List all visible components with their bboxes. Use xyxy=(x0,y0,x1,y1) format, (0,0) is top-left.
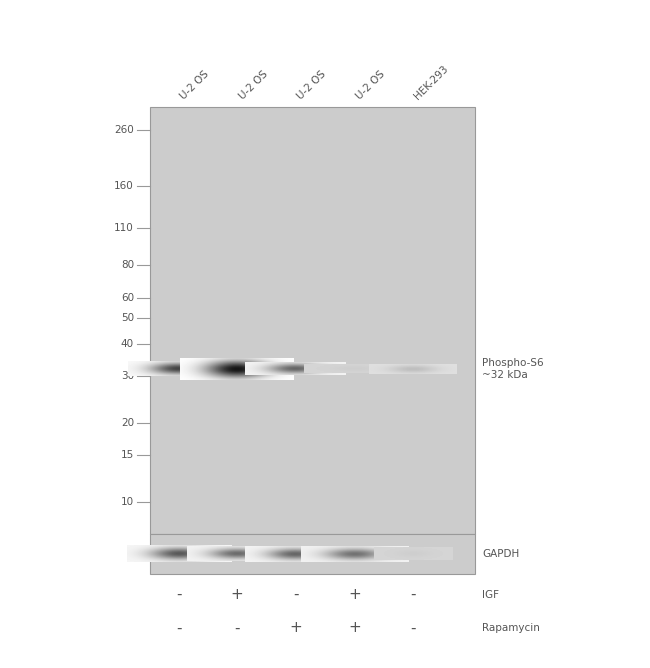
Text: -: - xyxy=(293,587,298,602)
Text: 80: 80 xyxy=(121,260,134,270)
Text: U-2 OS: U-2 OS xyxy=(354,69,387,102)
Text: +: + xyxy=(348,621,361,635)
Text: -: - xyxy=(176,587,181,602)
Text: GAPDH: GAPDH xyxy=(482,550,519,559)
FancyBboxPatch shape xyxy=(150,107,474,534)
Text: -: - xyxy=(410,621,415,635)
Text: 260: 260 xyxy=(114,126,134,136)
Text: -: - xyxy=(235,621,240,635)
Text: U-2 OS: U-2 OS xyxy=(179,69,211,102)
Text: 160: 160 xyxy=(114,181,134,191)
Text: IGF: IGF xyxy=(482,590,499,599)
Text: HEK-293: HEK-293 xyxy=(413,63,450,102)
Text: U-2 OS: U-2 OS xyxy=(296,69,328,102)
Text: 10: 10 xyxy=(121,496,134,506)
Text: -: - xyxy=(410,587,415,602)
Text: +: + xyxy=(289,621,302,635)
Text: 50: 50 xyxy=(121,313,134,323)
Text: +: + xyxy=(348,587,361,602)
Text: Rapamycin: Rapamycin xyxy=(482,623,540,633)
Text: Phospho-S6
~32 kDa: Phospho-S6 ~32 kDa xyxy=(482,358,544,380)
Text: -: - xyxy=(176,621,181,635)
Text: 30: 30 xyxy=(121,371,134,381)
Text: 110: 110 xyxy=(114,224,134,234)
Text: 40: 40 xyxy=(121,339,134,349)
Text: +: + xyxy=(231,587,244,602)
FancyBboxPatch shape xyxy=(150,534,474,574)
Text: 60: 60 xyxy=(121,293,134,303)
Text: 20: 20 xyxy=(121,418,134,428)
Text: U-2 OS: U-2 OS xyxy=(237,69,270,102)
Text: 15: 15 xyxy=(121,450,134,460)
